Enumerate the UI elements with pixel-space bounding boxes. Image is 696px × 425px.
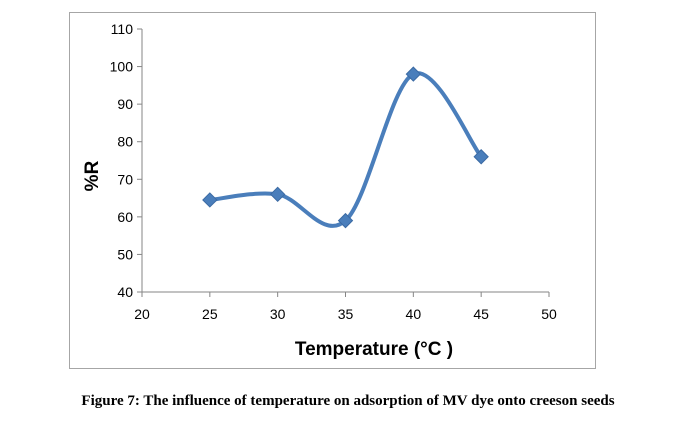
data-point-marker (473, 149, 489, 165)
x-tick-label: 40 (406, 306, 422, 322)
data-point-marker (202, 192, 218, 208)
y-tick-label: 90 (117, 96, 133, 112)
y-tick-label: 100 (110, 59, 134, 75)
x-tick-label: 25 (202, 306, 218, 322)
x-tick-label: 50 (541, 306, 557, 322)
y-tick-label: 70 (117, 171, 133, 187)
y-axis-title: %R (82, 160, 103, 191)
figure-caption: Figure 7: The influence of temperature o… (81, 393, 615, 409)
y-tick-label: 50 (117, 246, 133, 262)
data-point-marker (405, 66, 422, 82)
y-axis-ticks: 40 50 60 70 80 90 100 110 (110, 21, 142, 300)
x-tick-label: 20 (134, 306, 150, 322)
x-axis-title: Temperature (°C ) (295, 339, 453, 360)
y-tick-label: 110 (111, 21, 134, 37)
x-axis-ticks: 20 25 30 35 40 45 50 (134, 292, 557, 322)
axes (141, 29, 549, 293)
series-line (207, 71, 484, 228)
y-tick-label: 40 (117, 284, 133, 300)
data-point-marker (337, 212, 354, 229)
series-layer (202, 66, 489, 229)
y-tick-label: 60 (117, 209, 133, 225)
x-tick-label: 35 (338, 306, 354, 322)
x-tick-label: 45 (473, 306, 489, 322)
chart-area (69, 12, 596, 369)
x-tick-label: 30 (270, 306, 286, 322)
y-tick-label: 80 (117, 134, 133, 150)
data-point-marker (269, 186, 286, 203)
